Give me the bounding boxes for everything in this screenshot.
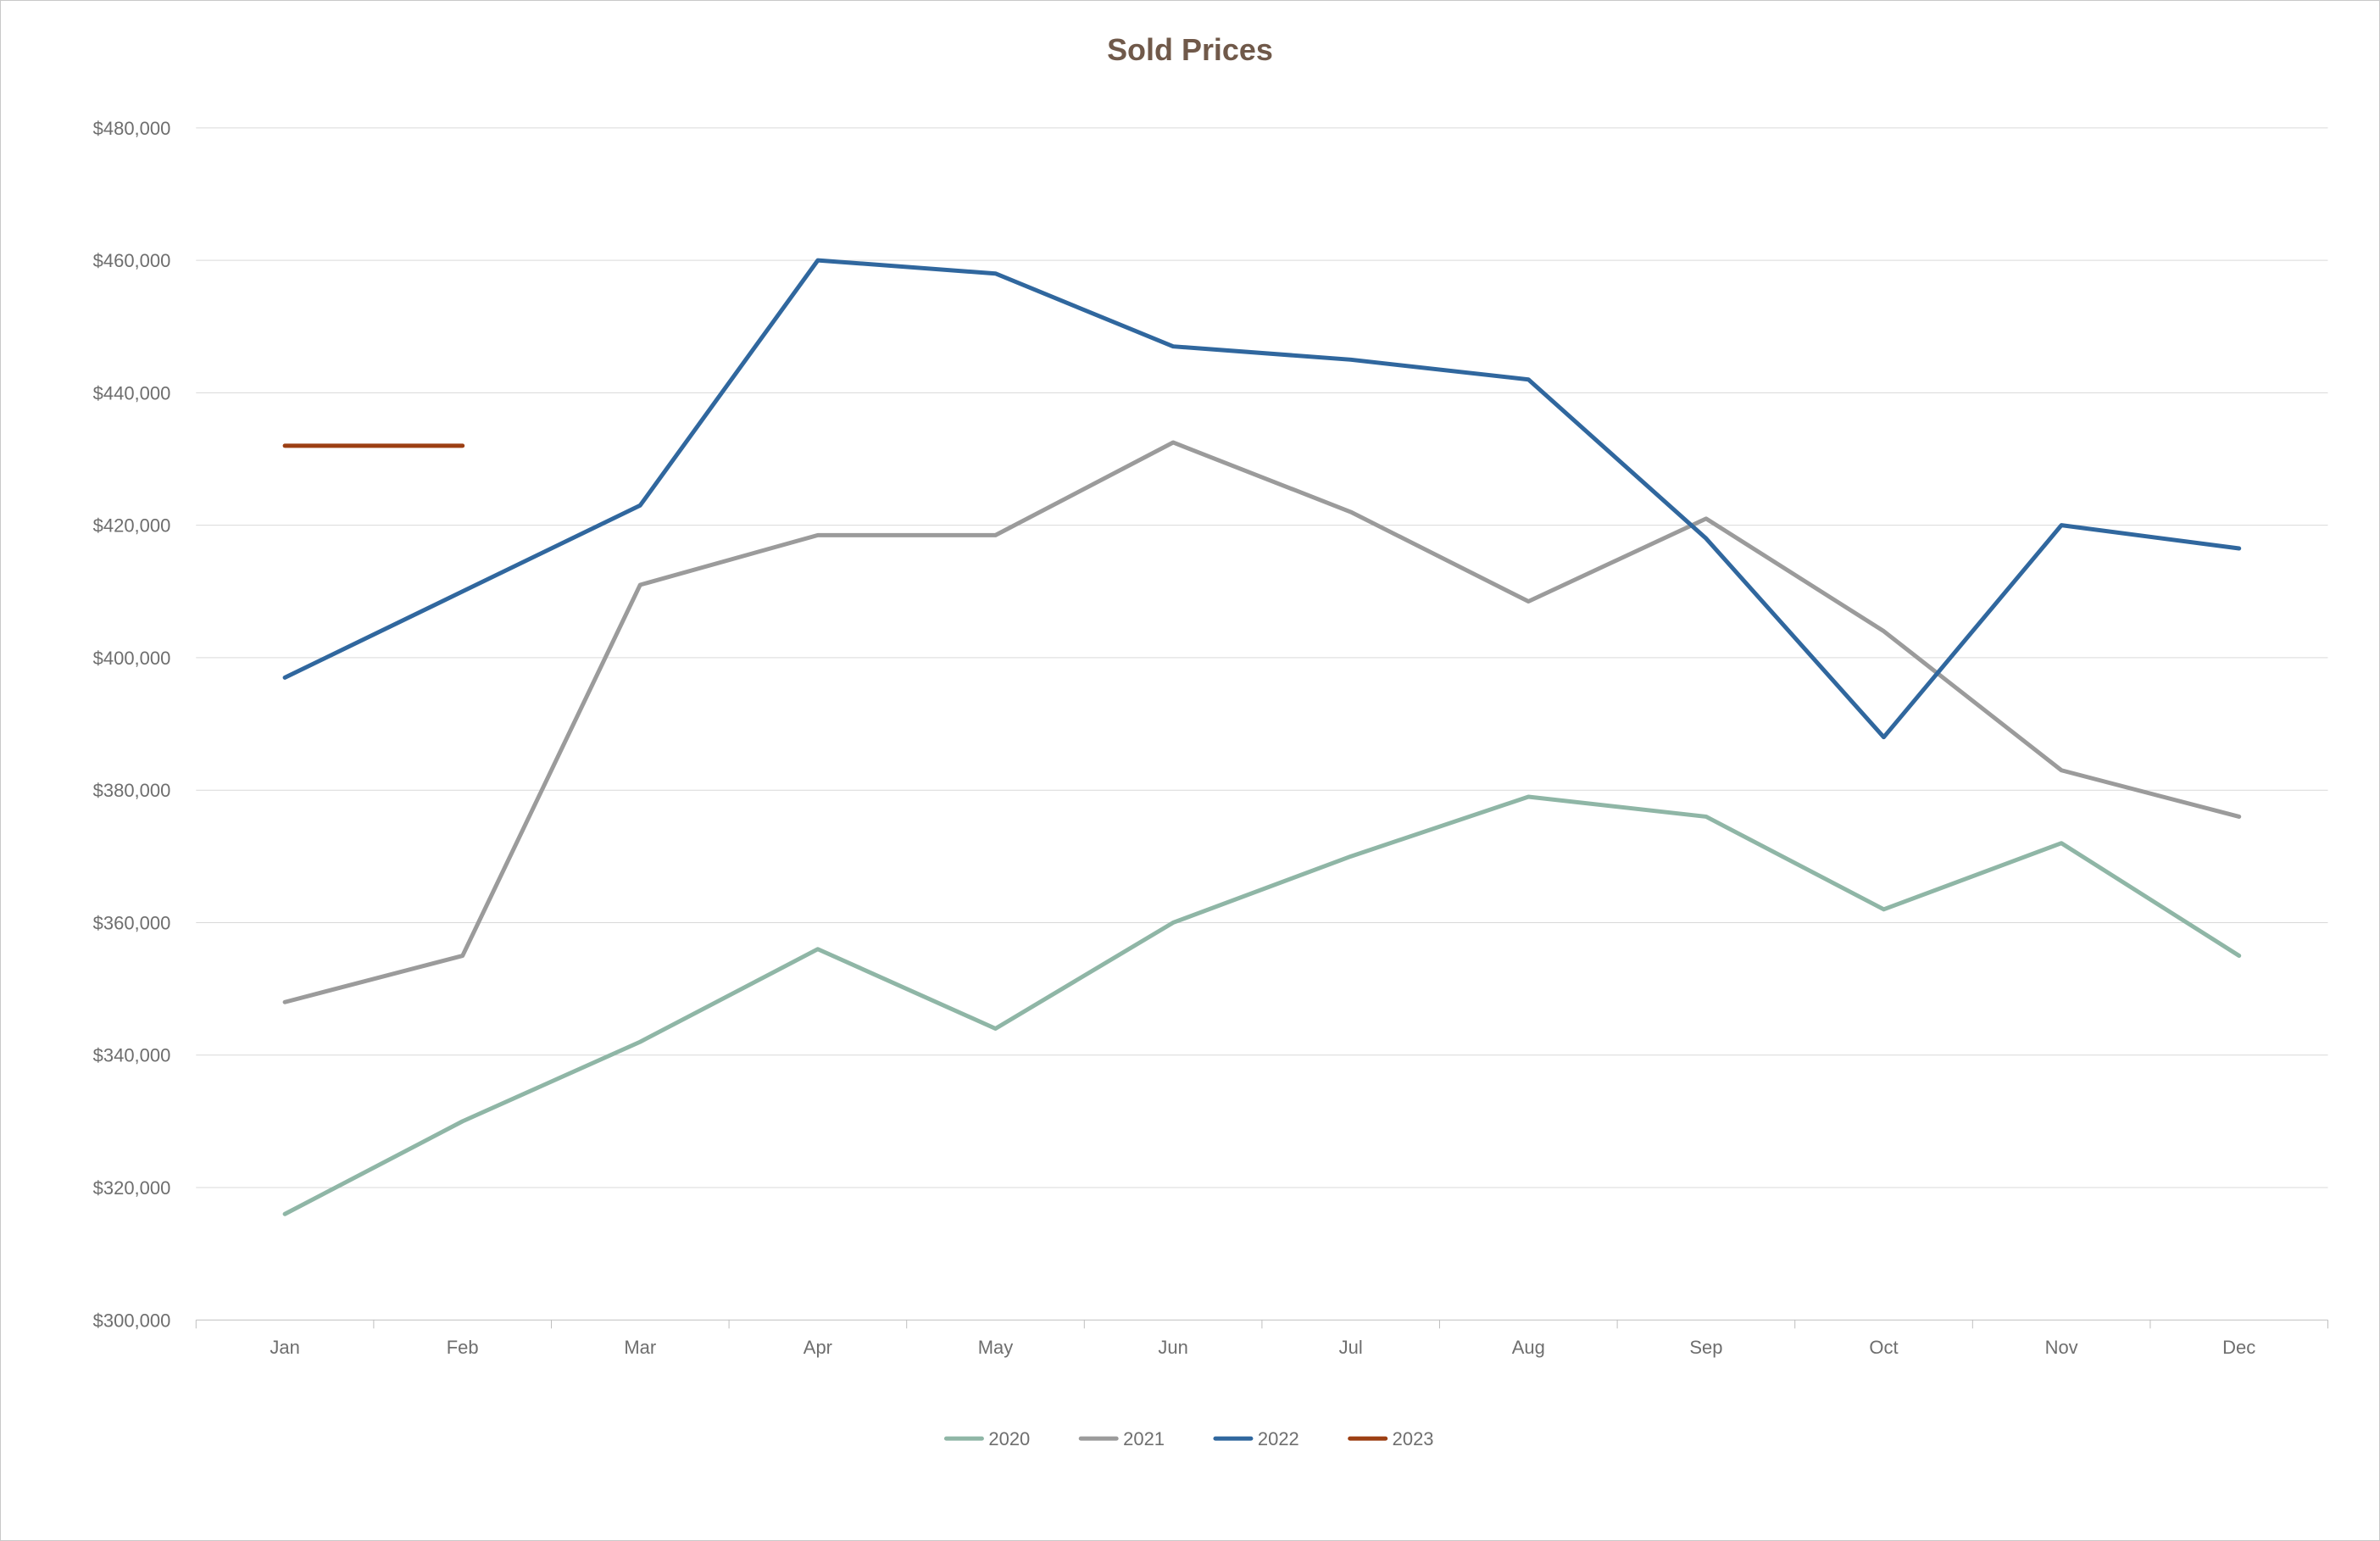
y-tick-label: $320,000: [93, 1177, 171, 1199]
legend-label-2022: 2022: [1258, 1428, 1299, 1449]
y-tick-label: $300,000: [93, 1310, 171, 1331]
y-tick-label: $380,000: [93, 780, 171, 801]
x-tick-label: Dec: [2222, 1337, 2255, 1358]
y-tick-label: $400,000: [93, 648, 171, 669]
y-tick-label: $440,000: [93, 382, 171, 403]
series-line-2022: [285, 260, 2239, 737]
chart-title: Sold Prices: [1107, 32, 1273, 67]
x-tick-label: Apr: [804, 1337, 832, 1358]
x-tick-label: Jan: [270, 1337, 299, 1358]
series-line-2021: [285, 442, 2239, 1002]
y-tick-label: $420,000: [93, 515, 171, 537]
y-tick-label: $340,000: [93, 1045, 171, 1066]
x-tick-label: Jun: [1158, 1337, 1187, 1358]
sold-prices-chart: Sold Prices $300,000 $320,000 $340,000 $360,…: [0, 0, 2380, 1541]
legend-label-2020: 2020: [988, 1428, 1030, 1449]
x-tick-label: Jul: [1339, 1337, 1363, 1358]
x-tick-label: Nov: [2045, 1337, 2078, 1358]
y-tick-label: $360,000: [93, 912, 171, 933]
y-tick-label: $480,000: [93, 118, 171, 139]
x-tick-label: Aug: [1512, 1337, 1545, 1358]
legend-label-2021: 2021: [1123, 1428, 1165, 1449]
x-tick-label: Sep: [1689, 1337, 1722, 1358]
chart-svg: Sold Prices $300,000 $320,000 $340,000 $360,…: [1, 1, 2379, 1540]
series-line-2020: [285, 797, 2239, 1214]
x-tick-label: Feb: [447, 1337, 479, 1358]
legend-label-2023: 2023: [1393, 1428, 1434, 1449]
x-tick-label: Oct: [1869, 1337, 1898, 1358]
x-tick-label: Mar: [624, 1337, 656, 1358]
x-tick-label: May: [978, 1337, 1014, 1358]
y-tick-label: $460,000: [93, 250, 171, 271]
